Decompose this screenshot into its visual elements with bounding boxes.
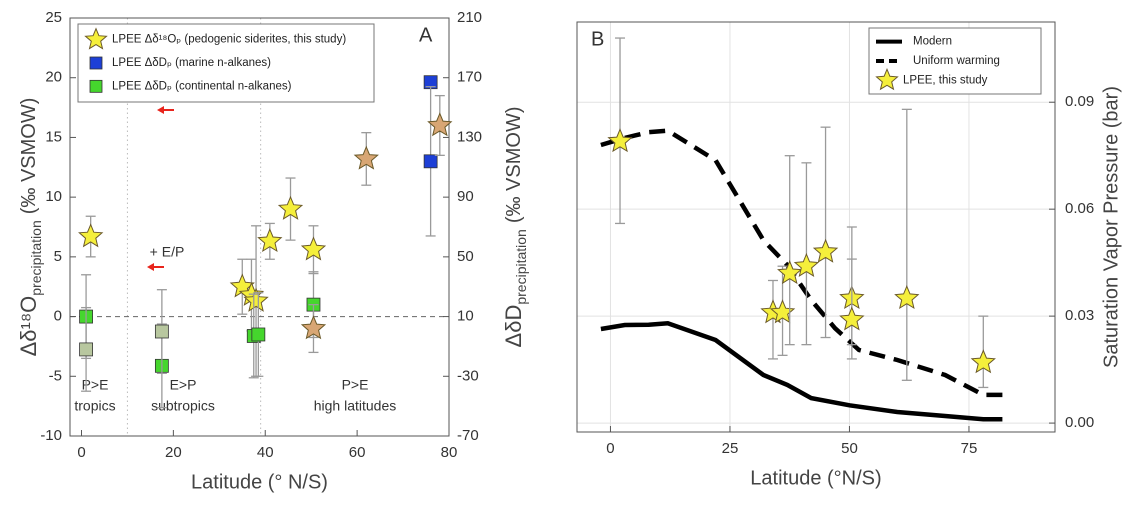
y2-tick-label: -30 — [457, 367, 479, 384]
square-marker — [251, 327, 266, 342]
x-tick-label: 50 — [841, 440, 858, 457]
axis-label: Saturation Vapor Pressure (bar) — [1100, 86, 1122, 368]
y-tick-label: 5 — [54, 248, 62, 265]
y-tick-label: 25 — [45, 9, 62, 26]
x-tick-label: 40 — [257, 444, 274, 461]
x-tick-label: 0 — [606, 440, 614, 457]
x-tick-label: 0 — [77, 444, 85, 461]
x-tick-label: 80 — [441, 444, 458, 461]
legend-square — [89, 56, 103, 70]
y-tick-label: 0 — [54, 308, 62, 325]
x-tick-label: 75 — [961, 440, 978, 457]
annotation: E>P — [170, 377, 197, 393]
error-bar — [767, 279, 778, 360]
legend-star — [875, 67, 899, 91]
x-tick-label: 25 — [722, 440, 739, 457]
star-marker — [353, 145, 379, 170]
legend-label: Modern — [913, 36, 952, 48]
annotation: high latitudes — [314, 398, 397, 414]
error-bar — [784, 155, 795, 346]
legend-label: Uniform warming — [913, 55, 1000, 67]
x-axis-label: Latitude (°N/S) — [750, 467, 881, 489]
square-marker — [154, 324, 169, 339]
star-marker — [78, 223, 104, 248]
y-tick-label: 0.06 — [1065, 200, 1094, 217]
y2-tick-label: -70 — [457, 427, 479, 444]
star-marker — [607, 128, 633, 153]
axis-label: Δδ¹⁸Oprecipitation (‰ VSMOW) — [16, 98, 44, 357]
star-marker — [277, 195, 304, 220]
square-marker — [423, 154, 438, 169]
star-marker — [427, 112, 453, 137]
y-tick-label: -5 — [49, 367, 62, 384]
legend-label: LPEE ΔδDₚ (continental n-alkanes) — [112, 80, 292, 92]
star-marker — [769, 299, 796, 324]
plot-frame — [69, 17, 450, 437]
star-marker — [793, 252, 820, 277]
y2-tick-label: 90 — [457, 188, 474, 205]
y-tick-label: 0.00 — [1065, 414, 1094, 431]
legend-box — [77, 23, 375, 103]
annotation: tropics — [74, 398, 115, 414]
x-tick-label: 20 — [165, 444, 182, 461]
error-bar — [820, 126, 831, 339]
x-tick-label: 60 — [349, 444, 366, 461]
label-main: Δδ¹⁸O — [16, 296, 41, 357]
y2-tick-label: 210 — [457, 9, 482, 26]
label-unit: (‰ VSMOW) — [18, 98, 40, 215]
error-bar — [901, 108, 912, 381]
legend-label: LPEE Δδ¹⁸Oₚ (pedogenic siderites, this s… — [112, 34, 346, 46]
y-tick-label: 0.09 — [1065, 93, 1094, 110]
x-axis-label: Latitude (° N/S) — [191, 471, 328, 493]
axis-label: ΔδDprecipitation (‰ VSMOW) — [501, 107, 529, 348]
legend-label: LPEE ΔδDₚ (marine n-alkanes) — [112, 57, 271, 69]
y2-tick-label: 10 — [457, 308, 474, 325]
annotation: subtropics — [151, 398, 215, 414]
y2-tick-label: 130 — [457, 128, 482, 145]
label-unit: (‰ VSMOW) — [503, 107, 525, 224]
legend-label: LPEE, this study — [903, 74, 988, 86]
star-marker — [812, 238, 839, 263]
arrow-head — [147, 263, 154, 271]
star-marker — [257, 227, 283, 253]
star-marker — [300, 236, 327, 261]
legend-box — [868, 27, 1042, 95]
star-marker — [839, 306, 865, 331]
y-tick-label: 15 — [45, 128, 62, 145]
y-tick-label: 0.03 — [1065, 307, 1094, 324]
y-tick-label: -10 — [40, 427, 62, 444]
label-main: ΔδD — [501, 305, 526, 348]
legend-square — [89, 79, 103, 93]
star-marker — [777, 259, 803, 285]
arrow-head — [157, 106, 164, 114]
label-sub: precipitation — [28, 220, 44, 296]
annotation: + E/P — [150, 244, 185, 260]
label-sub: precipitation — [513, 229, 529, 305]
annotation: P>E — [342, 377, 369, 393]
y2-tick-label: 50 — [457, 248, 474, 265]
legend-star — [84, 27, 108, 50]
star-marker — [243, 287, 269, 312]
square-marker — [79, 342, 93, 357]
star-marker — [970, 349, 996, 374]
panel-label: A — [419, 24, 433, 46]
series-line — [600, 321, 1003, 422]
star-marker — [894, 285, 920, 310]
annotation: P>E — [82, 377, 109, 393]
y2-tick-label: 170 — [457, 69, 482, 86]
plot-frame — [576, 21, 1056, 433]
star-marker — [300, 315, 327, 340]
series-line — [600, 128, 1003, 398]
y-tick-label: 10 — [45, 188, 62, 205]
panel-label: B — [591, 28, 604, 50]
y-tick-label: 20 — [45, 69, 62, 86]
